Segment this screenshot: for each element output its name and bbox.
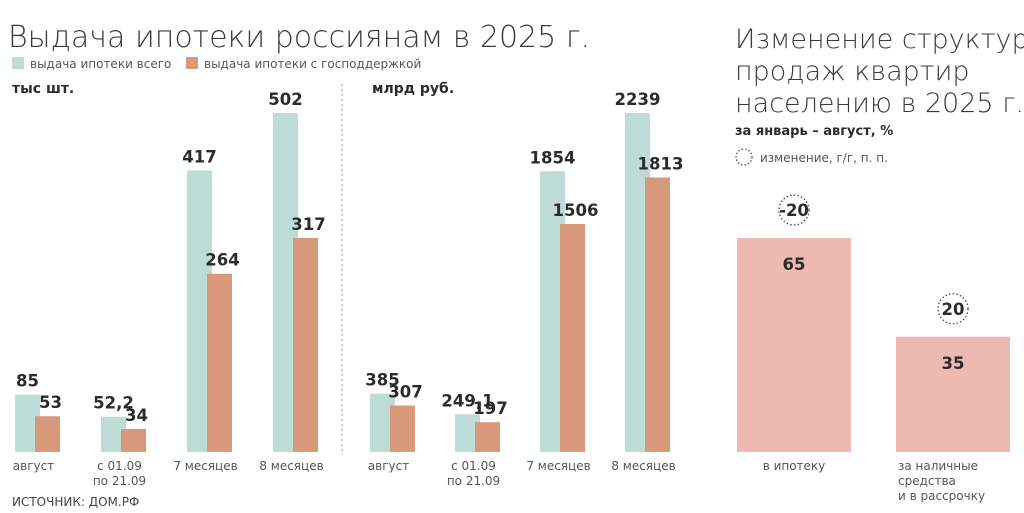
data-label: 85 — [16, 372, 39, 391]
legend-label-state: выдача ипотеки с господдержкой — [204, 57, 421, 71]
category-label: и в рассрочку — [898, 489, 985, 503]
right-subtitle: за январь – август, % — [735, 124, 893, 139]
category-label: 8 месяцев — [259, 459, 323, 473]
category-label: 8 месяцев — [611, 459, 675, 473]
right-legend-label: изменение, г/г, п. п. — [760, 151, 888, 165]
category-label: август — [13, 459, 54, 473]
data-label: 1506 — [553, 201, 599, 220]
category-label: с 01.09 — [451, 459, 496, 473]
category-label: по 21.09 — [447, 474, 500, 488]
change-circle-icon — [937, 293, 969, 325]
legend-swatch-total — [12, 57, 24, 69]
data-label: 307 — [388, 383, 422, 402]
legend-label-total: выдача ипотеки всего — [30, 57, 171, 71]
change-circle-icon — [735, 148, 753, 166]
bar-state — [207, 273, 232, 452]
bar-state — [390, 405, 415, 452]
bar-structure — [737, 238, 851, 452]
data-label: 65 — [783, 255, 806, 274]
bar-state — [293, 237, 318, 452]
category-label: с 01.09 — [97, 459, 142, 473]
right-legend: изменение, г/г, п. п. — [735, 148, 888, 166]
bar-state — [645, 177, 670, 452]
category-label: август — [368, 459, 409, 473]
data-label: 317 — [291, 215, 325, 234]
right-title-line-2: продаж квартир — [735, 56, 970, 87]
data-label: 385 — [365, 371, 399, 390]
data-label: 35 — [942, 354, 965, 373]
data-label: 197 — [473, 399, 507, 418]
data-label: 52,2 — [93, 394, 134, 413]
data-label: 249,1 — [441, 391, 493, 410]
category-label: в ипотеку — [763, 459, 826, 473]
data-label: 417 — [182, 147, 216, 166]
category-label: средства — [898, 474, 956, 488]
change-circle-icon — [778, 194, 810, 226]
data-label: 34 — [125, 406, 148, 425]
right-title-line-3: населению в 2025 г. — [735, 88, 1024, 119]
data-label: 1854 — [530, 148, 576, 167]
source-note: ИСТОЧНИК: ДОМ.РФ — [12, 495, 139, 509]
data-label: 264 — [205, 251, 239, 270]
right-title-line-1: Изменение структуры — [735, 24, 1024, 55]
data-label: 53 — [39, 393, 62, 412]
change-label: -20 — [779, 201, 809, 220]
data-label: 1813 — [638, 154, 684, 173]
unit-label: тыс шт. — [12, 81, 74, 97]
bar-state — [35, 416, 60, 452]
legend: выдача ипотеки всего выдача ипотеки с го… — [12, 57, 421, 71]
category-label: за наличные — [898, 459, 978, 473]
data-label: 2239 — [615, 90, 661, 109]
category-label: по 21.09 — [93, 474, 146, 488]
bar-state — [475, 422, 500, 452]
legend-swatch-state — [186, 57, 198, 69]
bar-structure — [896, 336, 1010, 452]
bar-state — [121, 429, 146, 452]
bar-state — [560, 223, 585, 452]
change-label: 20 — [942, 300, 965, 319]
data-label: 502 — [268, 90, 302, 109]
unit-label: млрд руб. — [372, 81, 454, 97]
category-label: 7 месяцев — [173, 459, 237, 473]
category-label: 7 месяцев — [526, 459, 590, 473]
left-title: Выдача ипотеки россиянам в 2025 г. — [8, 20, 590, 55]
